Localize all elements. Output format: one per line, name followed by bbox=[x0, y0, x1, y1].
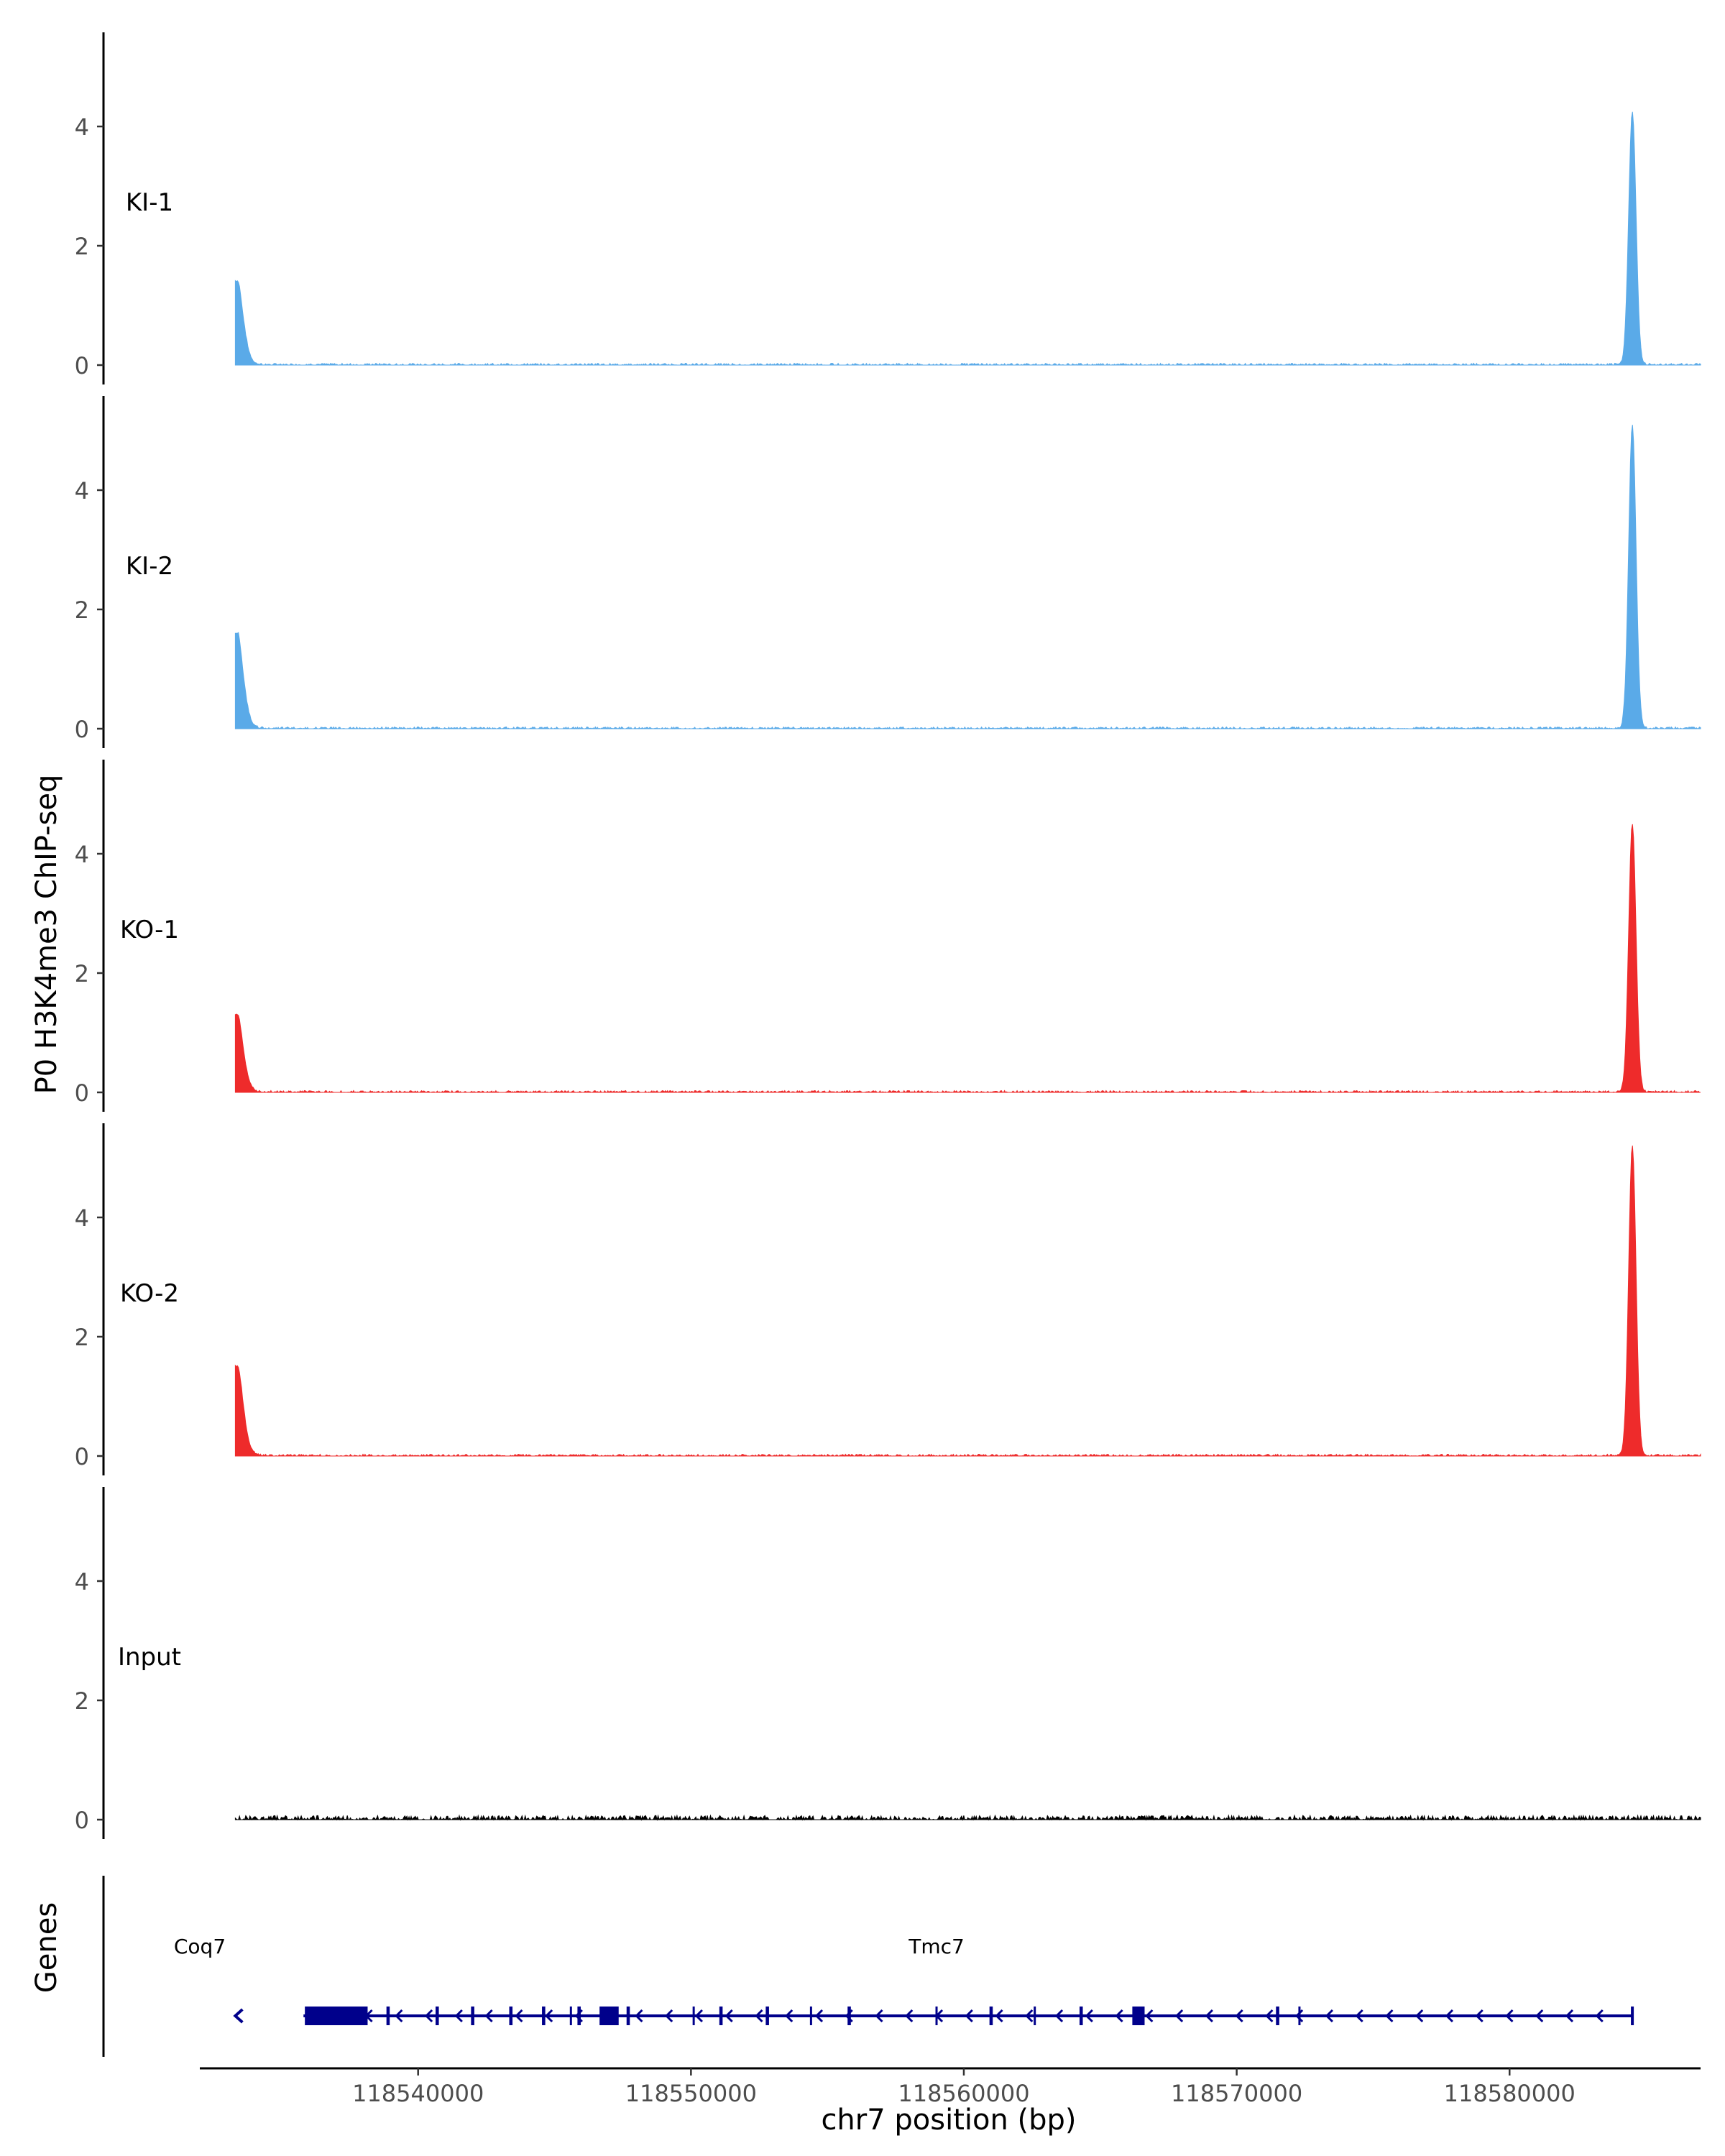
track-ki-2: 0 2 4 KI-2 bbox=[75, 396, 1701, 748]
strand-arrow bbox=[1174, 2009, 1184, 2023]
strand-arrow bbox=[545, 2009, 553, 2023]
strand-arrow bbox=[724, 2009, 733, 2023]
exon bbox=[599, 2007, 619, 2025]
x-tick-label: 118560000 bbox=[898, 2080, 1029, 2107]
y-axis-title: P0 H3K4me3 ChIP-seq bbox=[30, 775, 63, 1095]
strand-arrow bbox=[454, 2009, 463, 2023]
track-label: KO-1 bbox=[120, 916, 179, 944]
signal-area bbox=[234, 425, 1701, 729]
signal-area bbox=[234, 1146, 1701, 1457]
strand-arrow bbox=[1295, 2009, 1304, 2023]
x-axis-title: chr7 position (bp) bbox=[821, 2104, 1076, 2137]
y-tick-label: 4 bbox=[75, 841, 89, 868]
exon bbox=[626, 2007, 630, 2025]
exon bbox=[542, 2007, 546, 2025]
y-tick-label: 4 bbox=[75, 114, 89, 141]
exon bbox=[386, 2007, 390, 2025]
y-tick-label: 4 bbox=[75, 1204, 89, 1232]
track-label: Input bbox=[118, 1643, 181, 1672]
exon bbox=[847, 2007, 851, 2025]
y-tick-label: 2 bbox=[75, 1687, 89, 1715]
strand-arrow bbox=[995, 2009, 1003, 2023]
strand-arrow bbox=[665, 2009, 673, 2023]
strand-arrow bbox=[1265, 2009, 1274, 2023]
strand-arrow bbox=[1145, 2009, 1154, 2023]
strand-arrow bbox=[905, 2009, 914, 2023]
exon bbox=[471, 2007, 474, 2025]
track-label: KI-2 bbox=[126, 552, 173, 581]
y-tick-label: 0 bbox=[75, 1443, 89, 1470]
strand-arrow bbox=[395, 2009, 403, 2023]
y-tick-label: 4 bbox=[75, 1568, 89, 1595]
exon bbox=[436, 2007, 439, 2025]
strand-arrow bbox=[635, 2009, 643, 2023]
gene-coq7-arrow bbox=[233, 2008, 244, 2024]
tracks-layer: 0 2 4 KI-1 0 2 4 KI-2 0 2 4 KO-1 0 2 4 KO-2 0 2 4 Input bbox=[75, 32, 1701, 1839]
track-ko-2: 0 2 4 KO-2 bbox=[75, 1123, 1701, 1475]
y-tick-label: 0 bbox=[75, 352, 89, 379]
strand-arrow bbox=[484, 2009, 493, 2023]
strand-arrow bbox=[1205, 2009, 1213, 2023]
strand-arrow bbox=[1085, 2009, 1093, 2023]
strand-arrow bbox=[424, 2009, 433, 2023]
strand-arrow bbox=[1025, 2009, 1034, 2023]
gene-label-tmc7: Tmc7 bbox=[908, 1935, 965, 1958]
strand-arrow bbox=[1535, 2009, 1544, 2023]
strand-arrow bbox=[1355, 2009, 1363, 2023]
x-tick-label: 118540000 bbox=[352, 2080, 484, 2107]
strand-arrow bbox=[1235, 2009, 1243, 2023]
strand-arrow bbox=[814, 2009, 824, 2023]
y-tick-label: 4 bbox=[75, 477, 89, 505]
y-tick-label: 2 bbox=[75, 596, 89, 624]
strand-arrow bbox=[1505, 2009, 1514, 2023]
track-ki-1: 0 2 4 KI-1 bbox=[75, 32, 1701, 384]
x-tick-label: 118580000 bbox=[1444, 2080, 1576, 2107]
strand-arrow bbox=[1325, 2009, 1333, 2023]
exon bbox=[765, 2007, 769, 2025]
genes-panel-title: Genes bbox=[30, 1902, 63, 1993]
strand-arrow bbox=[965, 2009, 973, 2023]
strand-arrow bbox=[694, 2009, 703, 2023]
signal-area bbox=[234, 111, 1701, 366]
track-label: KI-1 bbox=[126, 188, 173, 217]
strand-arrow bbox=[1565, 2009, 1574, 2023]
strand-arrow bbox=[1115, 2009, 1123, 2023]
genes-panel: Coq7 Tmc7 bbox=[102, 1876, 1634, 2057]
y-tick-label: 0 bbox=[75, 1079, 89, 1107]
exon bbox=[305, 2007, 368, 2025]
track-ko-1: 0 2 4 KO-1 bbox=[75, 760, 1701, 1112]
y-tick-label: 2 bbox=[75, 233, 89, 260]
y-tick-label: 2 bbox=[75, 1324, 89, 1351]
gene-label-coq7: Coq7 bbox=[174, 1935, 226, 1958]
y-tick-label: 2 bbox=[75, 960, 89, 987]
strand-arrow bbox=[875, 2009, 883, 2023]
y-tick-label: 0 bbox=[75, 716, 89, 743]
strand-arrow bbox=[755, 2009, 763, 2023]
exon bbox=[1079, 2007, 1083, 2025]
exon bbox=[577, 2007, 581, 2025]
exon bbox=[719, 2007, 723, 2025]
x-tick-label: 118570000 bbox=[1171, 2080, 1302, 2107]
exon bbox=[509, 2007, 513, 2025]
signal-area bbox=[234, 1814, 1701, 1821]
signal-area bbox=[234, 824, 1701, 1093]
strand-arrow bbox=[1385, 2009, 1394, 2023]
strand-arrow bbox=[1475, 2009, 1484, 2023]
exon bbox=[1132, 2007, 1145, 2025]
exon bbox=[989, 2007, 993, 2025]
strand-arrow bbox=[1415, 2009, 1424, 2023]
strand-arrow bbox=[785, 2009, 794, 2023]
exon bbox=[1276, 2007, 1279, 2025]
x-tick-label: 118550000 bbox=[625, 2080, 757, 2107]
x-axis: 118540000 118550000 118560000 118570000 1185… bbox=[200, 2067, 1701, 2107]
strand-arrow bbox=[1595, 2009, 1604, 2023]
strand-arrow bbox=[515, 2009, 523, 2023]
strand-arrow bbox=[1445, 2009, 1454, 2023]
y-tick-label: 0 bbox=[75, 1807, 89, 1834]
strand-arrow bbox=[1054, 2009, 1064, 2023]
track-label: KO-2 bbox=[120, 1279, 179, 1308]
track-input: 0 2 4 Input bbox=[75, 1487, 1701, 1839]
